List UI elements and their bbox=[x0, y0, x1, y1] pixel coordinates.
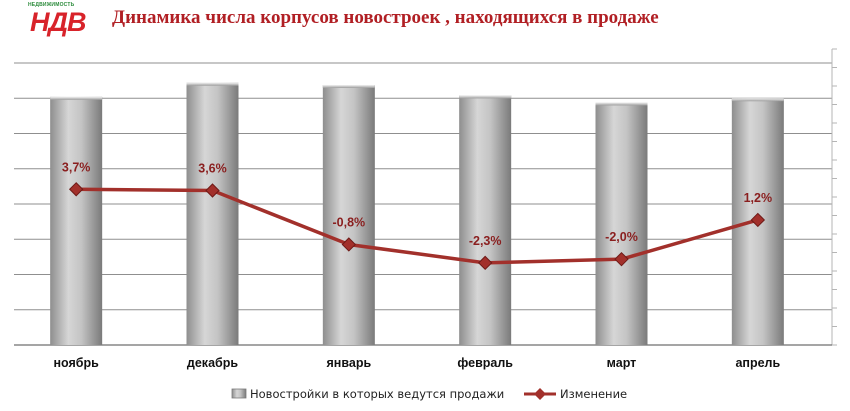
data-label: -2,3% bbox=[469, 234, 502, 248]
line-point bbox=[614, 251, 629, 267]
bar-top bbox=[731, 98, 784, 102]
x-tick-label: декабрь bbox=[187, 356, 238, 370]
chart-title: Динамика числа корпусов новостроек , нах… bbox=[112, 7, 659, 28]
line-point bbox=[205, 183, 220, 198]
bar bbox=[186, 82, 239, 346]
bar-series bbox=[50, 82, 784, 346]
data-labels: 3,7% 3,6% -0,8% -2,3% -2,0% 1,2% bbox=[62, 160, 772, 248]
bar bbox=[50, 96, 103, 345]
line-point bbox=[750, 212, 766, 228]
bar-top bbox=[50, 96, 103, 100]
legend: Новостройки в которых ведутся продажи Изм… bbox=[231, 387, 627, 401]
legend-line-marker bbox=[534, 388, 546, 400]
bar-top bbox=[595, 102, 648, 106]
logo-wordmark: НДВ bbox=[30, 7, 86, 37]
x-tick-label: апрель bbox=[735, 356, 780, 370]
data-label: 3,6% bbox=[198, 162, 227, 176]
legend-line-label: Изменение bbox=[560, 387, 627, 401]
line-point bbox=[477, 255, 493, 271]
line-point bbox=[341, 237, 357, 252]
bar bbox=[595, 102, 648, 345]
x-axis-ticks: ноябрь декабрь январь февраль март апрель bbox=[53, 356, 780, 370]
data-label: 1,2% bbox=[744, 191, 773, 205]
bar-top bbox=[459, 95, 512, 99]
chart-header: НЕДВИЖИМОСТЬ НДВ Динамика числа корпусов… bbox=[0, 0, 850, 40]
line-series bbox=[68, 182, 766, 271]
bar-top bbox=[322, 84, 375, 88]
x-tick-label: февраль bbox=[457, 356, 513, 370]
data-label: 3,7% bbox=[62, 160, 91, 174]
bar bbox=[322, 84, 375, 345]
data-label: -2,0% bbox=[605, 230, 638, 244]
legend-bar-swatch bbox=[231, 388, 247, 399]
change-line bbox=[76, 187, 759, 265]
data-label: -0,8% bbox=[333, 215, 366, 229]
brand-logo: НЕДВИЖИМОСТЬ НДВ bbox=[28, 2, 90, 37]
gridlines bbox=[14, 48, 837, 346]
legend-bar-label: Новостройки в которых ведутся продажи bbox=[250, 387, 504, 401]
x-tick-label: ноябрь bbox=[53, 356, 99, 370]
x-tick-label: март bbox=[607, 356, 637, 370]
logo-caption: НЕДВИЖИМОСТЬ bbox=[28, 2, 75, 8]
bar-top bbox=[186, 82, 239, 86]
bar bbox=[459, 95, 512, 346]
x-tick-label: январь bbox=[327, 356, 372, 370]
line-point bbox=[68, 182, 84, 197]
